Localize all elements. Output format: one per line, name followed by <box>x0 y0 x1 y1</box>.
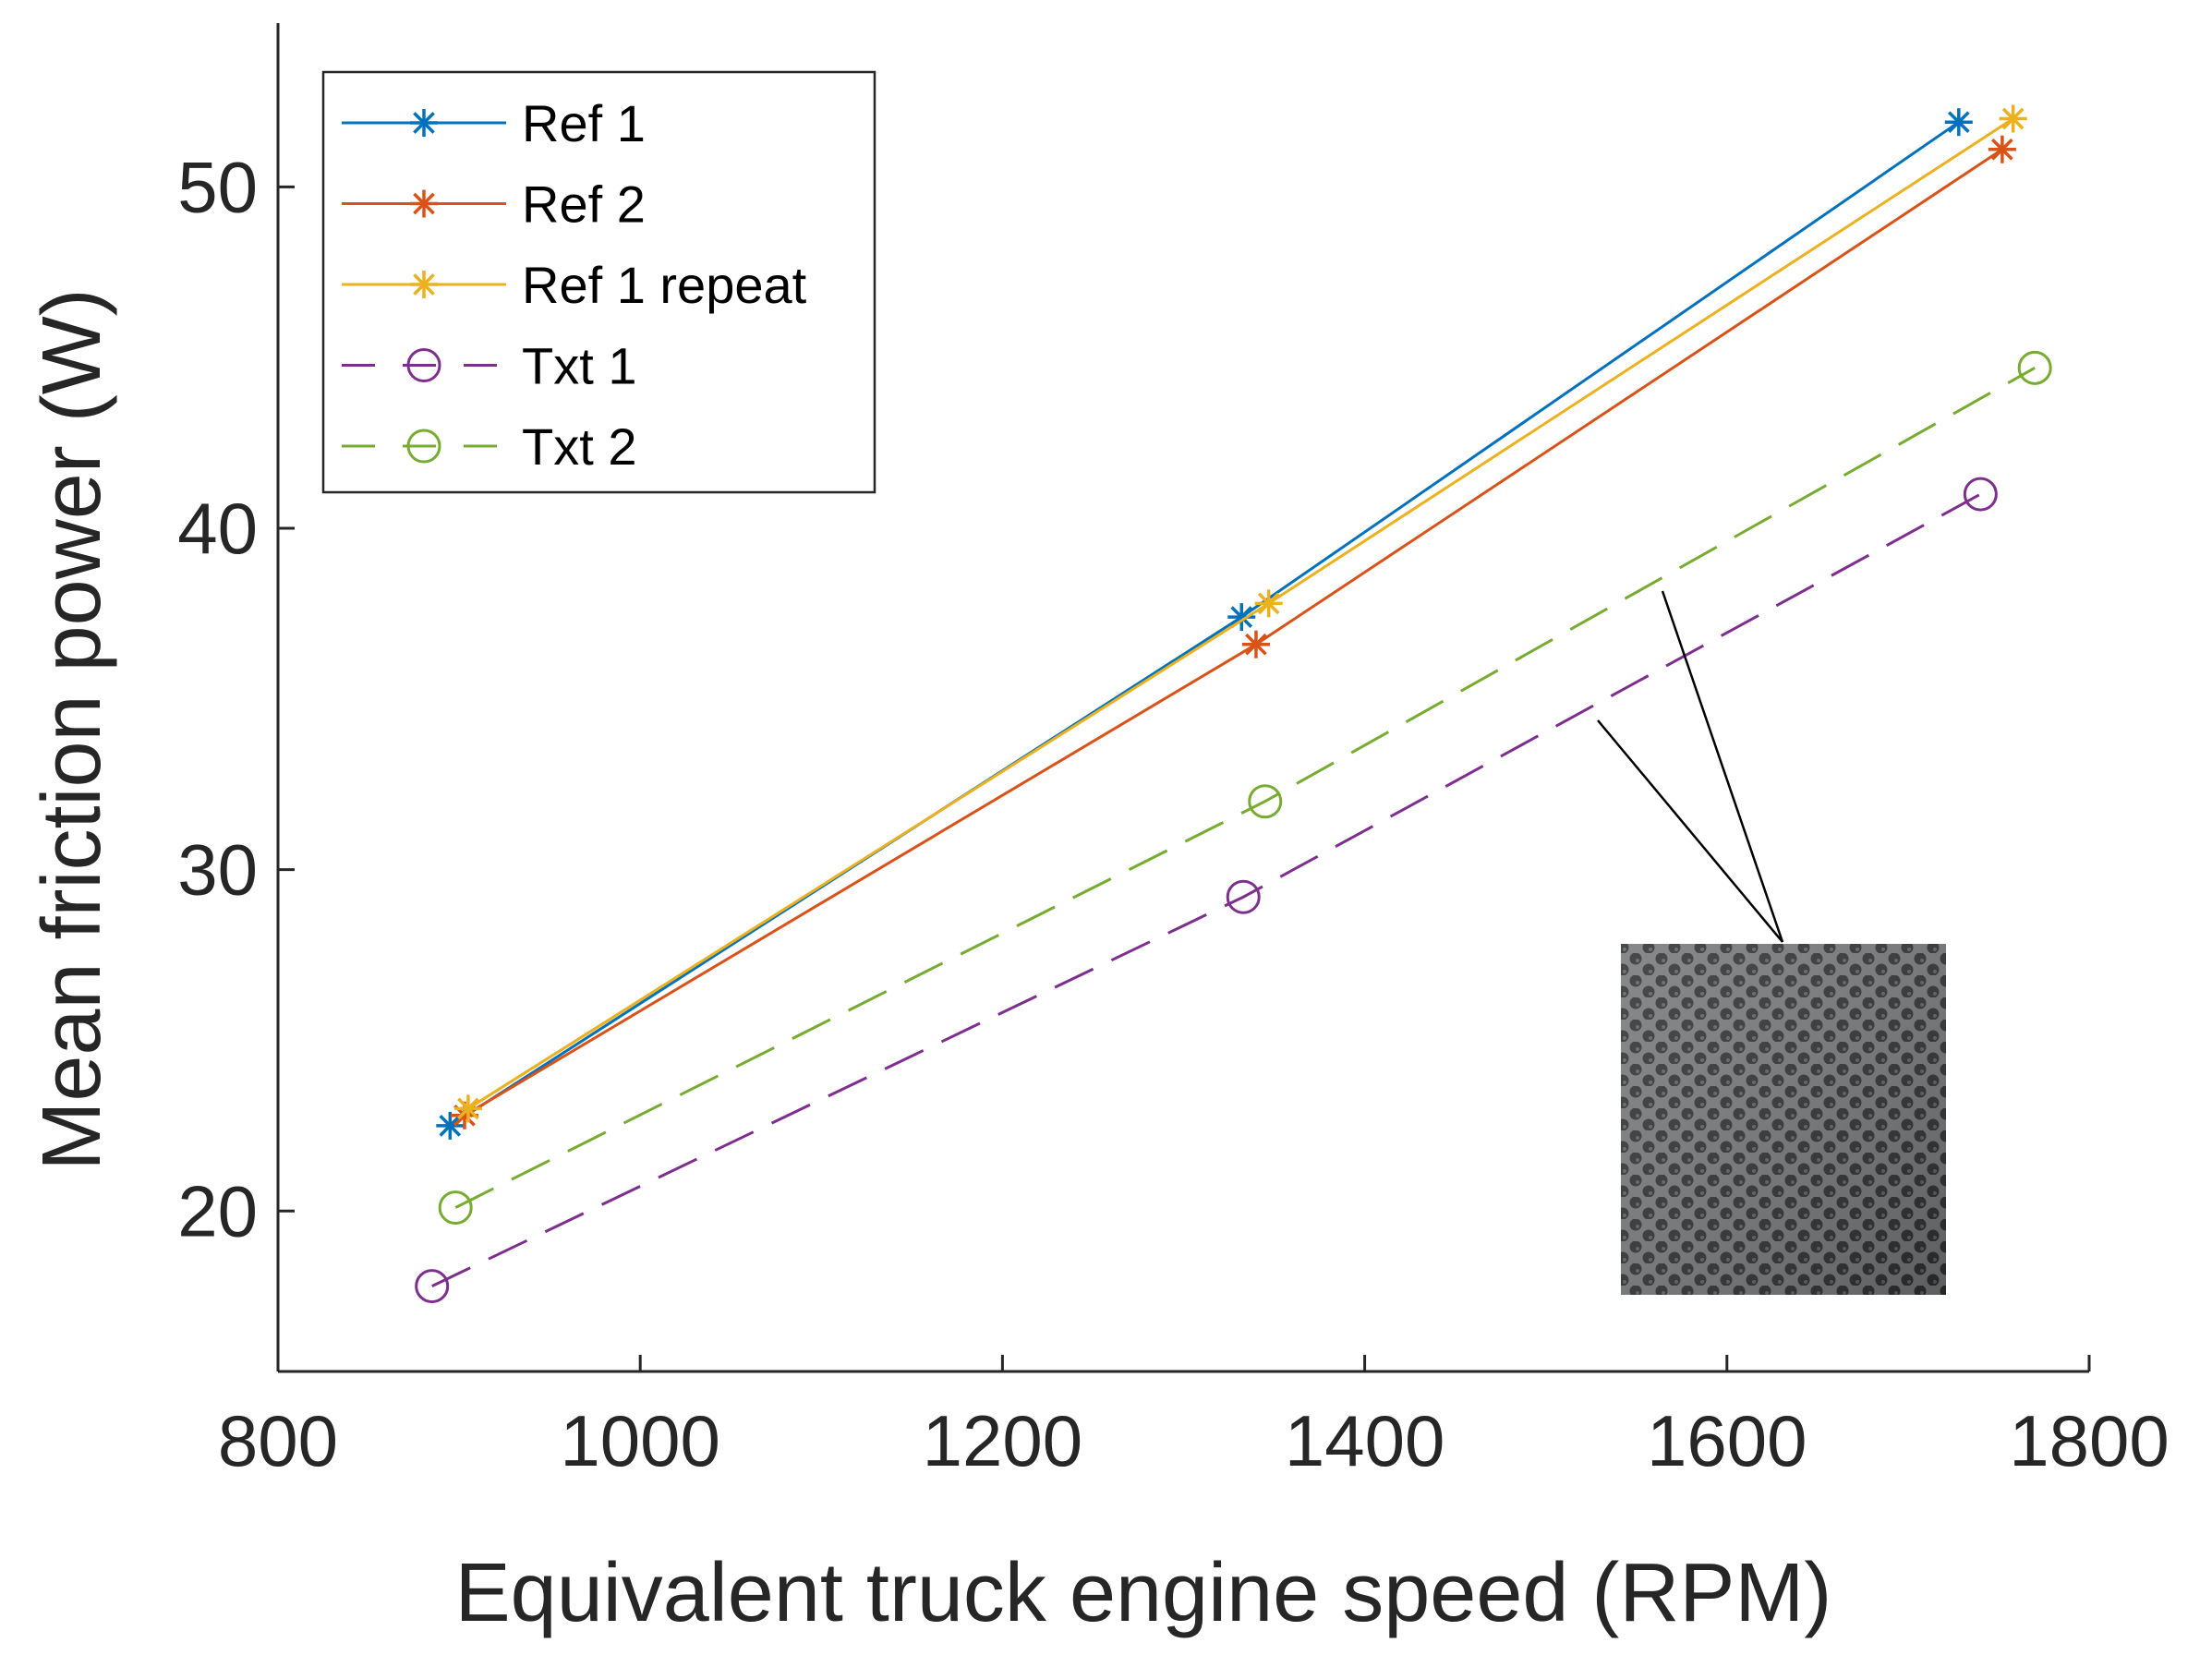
series-5 <box>438 350 2052 1226</box>
series-4 <box>415 477 1998 1304</box>
legend-marker <box>410 271 438 298</box>
legend-label: Ref 1 <box>522 94 646 152</box>
legend-marker <box>410 109 438 137</box>
y-tick-label: 30 <box>177 829 258 911</box>
data-point <box>1248 784 1283 819</box>
plot-series <box>415 104 2052 1304</box>
data-point <box>1254 589 1283 618</box>
y-ticks: 20 30 40 50 <box>177 146 295 1251</box>
x-tick-label: 800 <box>218 1400 338 1481</box>
data-point <box>415 1269 450 1304</box>
axes: 800 1000 1200 1400 1600 1800 20 30 40 50 <box>177 23 2170 1481</box>
x-tick-label: 1800 <box>2009 1400 2170 1481</box>
callout-line-txt1 <box>1597 719 1783 943</box>
x-tick-label: 1400 <box>1285 1400 1445 1481</box>
legend-marker <box>410 189 438 218</box>
legend: Ref 1 Ref 2 Ref 1 repeat Txt 1 Txt 2 <box>321 70 876 494</box>
data-point <box>1226 879 1261 914</box>
series-1 <box>436 108 1973 1140</box>
data-point <box>1963 477 1998 512</box>
legend-label: Txt 2 <box>522 417 636 476</box>
data-point <box>1944 108 1973 137</box>
y-tick-label: 20 <box>177 1170 258 1251</box>
legend-label: Ref 1 repeat <box>522 256 807 314</box>
data-point <box>438 1190 473 1226</box>
legend-box <box>321 70 876 494</box>
legend-entry: Ref 1 repeat <box>342 256 807 314</box>
y-axis-label: Mean friction power (W) <box>26 288 118 1170</box>
x-axis-label: Equivalent truck engine speed (RPM) <box>455 1547 1832 1639</box>
legend-entry: Ref 1 <box>342 94 646 152</box>
x-tick-label: 1600 <box>1647 1400 1807 1481</box>
data-point <box>2017 350 2052 385</box>
callout-line-txt2 <box>1661 590 1784 943</box>
legend-marker <box>406 348 441 382</box>
x-tick-label: 1000 <box>560 1400 720 1481</box>
legend-marker <box>406 429 441 464</box>
data-point <box>1227 603 1256 632</box>
y-tick-label: 50 <box>177 146 258 227</box>
x-tick-label: 1200 <box>923 1400 1083 1481</box>
data-point <box>1988 135 2016 163</box>
textured-surface-photo-icon <box>1621 944 1946 1295</box>
y-tick-label: 40 <box>177 488 258 569</box>
series-line <box>454 367 2036 1209</box>
data-point <box>436 1111 465 1140</box>
x-ticks: 800 1000 1200 1400 1600 1800 <box>218 1355 2170 1481</box>
legend-entry: Txt 1 <box>342 337 636 395</box>
data-point <box>1999 104 2027 133</box>
inset-callout <box>1597 590 1946 1295</box>
data-point <box>1241 630 1270 658</box>
legend-entry: Txt 2 <box>342 417 636 476</box>
series-3 <box>453 104 2027 1123</box>
data-point <box>453 1094 482 1123</box>
series-line <box>431 492 1982 1287</box>
legend-label: Txt 1 <box>522 337 636 395</box>
legend-label: Ref 2 <box>522 175 646 234</box>
legend-entry: Ref 2 <box>342 175 646 234</box>
